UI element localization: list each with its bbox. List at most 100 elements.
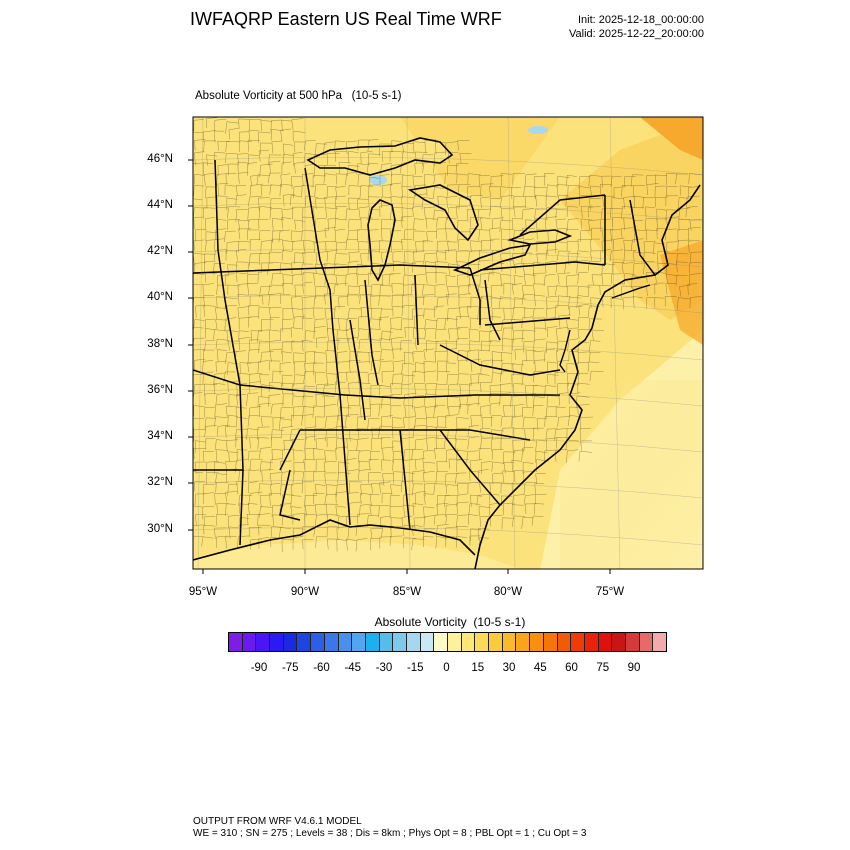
- county-border: [478, 350, 491, 363]
- county-border: [325, 361, 337, 373]
- county-border: [348, 251, 359, 263]
- county-border: [270, 403, 285, 415]
- county-border: [622, 296, 635, 310]
- county-border: [422, 240, 433, 252]
- county-border: [404, 327, 416, 338]
- county-border: [491, 461, 504, 472]
- county-border: [247, 503, 258, 514]
- county-border: [261, 319, 274, 332]
- county-border: [389, 393, 401, 406]
- county-border: [225, 140, 240, 152]
- county-border: [237, 152, 249, 165]
- county-border: [312, 307, 324, 320]
- county-border: [445, 341, 458, 352]
- county-border: [370, 307, 383, 319]
- county-border: [193, 319, 205, 330]
- county-border: [315, 437, 326, 449]
- colorbar-swatch: [475, 633, 490, 651]
- county-border: [448, 406, 462, 417]
- county-border: [557, 295, 571, 307]
- county-border: [381, 437, 391, 450]
- county-border: [513, 238, 524, 252]
- county-border: [435, 471, 448, 485]
- county-border: [412, 260, 424, 273]
- county-border: [609, 249, 624, 262]
- county-border: [326, 373, 338, 386]
- county-border: [216, 503, 229, 515]
- county-border: [257, 426, 270, 440]
- county-border: [601, 175, 613, 188]
- county-border: [292, 152, 303, 166]
- county-border: [478, 447, 491, 461]
- county-border: [424, 139, 437, 154]
- county-border: [214, 461, 225, 475]
- county-border: [444, 495, 458, 507]
- county-border: [248, 196, 262, 207]
- county-border: [446, 293, 457, 306]
- county-border: [392, 220, 405, 233]
- county-border: [193, 481, 205, 492]
- county-border: [589, 197, 602, 211]
- county-border: [665, 195, 679, 206]
- county-border: [489, 186, 501, 197]
- county-border: [315, 458, 326, 471]
- county-border: [458, 196, 472, 210]
- county-border: [566, 449, 579, 463]
- county-border: [301, 526, 315, 537]
- county-border: [511, 218, 523, 231]
- county-border: [356, 437, 369, 452]
- main-title: IWFAQRP Eastern US Real Time WRF: [190, 9, 502, 29]
- county-border: [401, 515, 413, 528]
- county-border: [203, 304, 216, 317]
- county-border: [291, 273, 305, 286]
- county-border: [291, 340, 304, 352]
- colorbar-swatch: [653, 633, 666, 651]
- county-border: [555, 227, 568, 242]
- axis-ticks: [188, 159, 611, 574]
- county-border: [457, 274, 468, 286]
- county-border: [489, 227, 501, 240]
- county-border: [305, 351, 317, 363]
- county-border: [426, 231, 437, 243]
- county-border: [447, 184, 460, 197]
- county-border: [291, 414, 303, 427]
- county-border: [457, 139, 470, 151]
- county-border: [323, 173, 335, 184]
- colorbar-swatch: [311, 633, 325, 651]
- county-border: [536, 228, 547, 240]
- county-border: [258, 197, 270, 211]
- county-border: [227, 206, 241, 219]
- county-border: [456, 526, 469, 537]
- county-border: [313, 154, 327, 166]
- county-border: [425, 383, 437, 394]
- colorbar-swatch: [639, 633, 654, 651]
- county-border: [345, 171, 357, 186]
- county-border: [259, 506, 273, 518]
- county-border: [267, 262, 280, 275]
- county-border: [291, 261, 304, 275]
- county-border: [458, 238, 469, 251]
- county-border: [555, 241, 567, 254]
- county-border: [488, 271, 501, 282]
- county-border: [381, 459, 392, 471]
- county-border: [666, 274, 679, 284]
- county-border: [654, 185, 666, 198]
- county-border: [269, 161, 281, 174]
- county-border: [580, 416, 594, 430]
- county-border: [257, 329, 271, 343]
- county-border: [434, 283, 445, 298]
- county-border: [587, 284, 600, 298]
- county-border: [459, 396, 472, 409]
- time-info: Init: 2025-12-18_00:00:00 Valid: 2025-12…: [569, 13, 704, 41]
- county-border: [281, 351, 292, 362]
- county-border: [326, 186, 338, 197]
- county-border: [533, 317, 545, 330]
- county-border: [467, 186, 480, 199]
- county-border: [235, 209, 248, 222]
- chesapeake-bay: [559, 329, 571, 373]
- county-border: [247, 414, 261, 427]
- county-border: [633, 185, 645, 198]
- county-border: [524, 173, 537, 187]
- county-border: [226, 197, 238, 211]
- county-border: [414, 438, 426, 450]
